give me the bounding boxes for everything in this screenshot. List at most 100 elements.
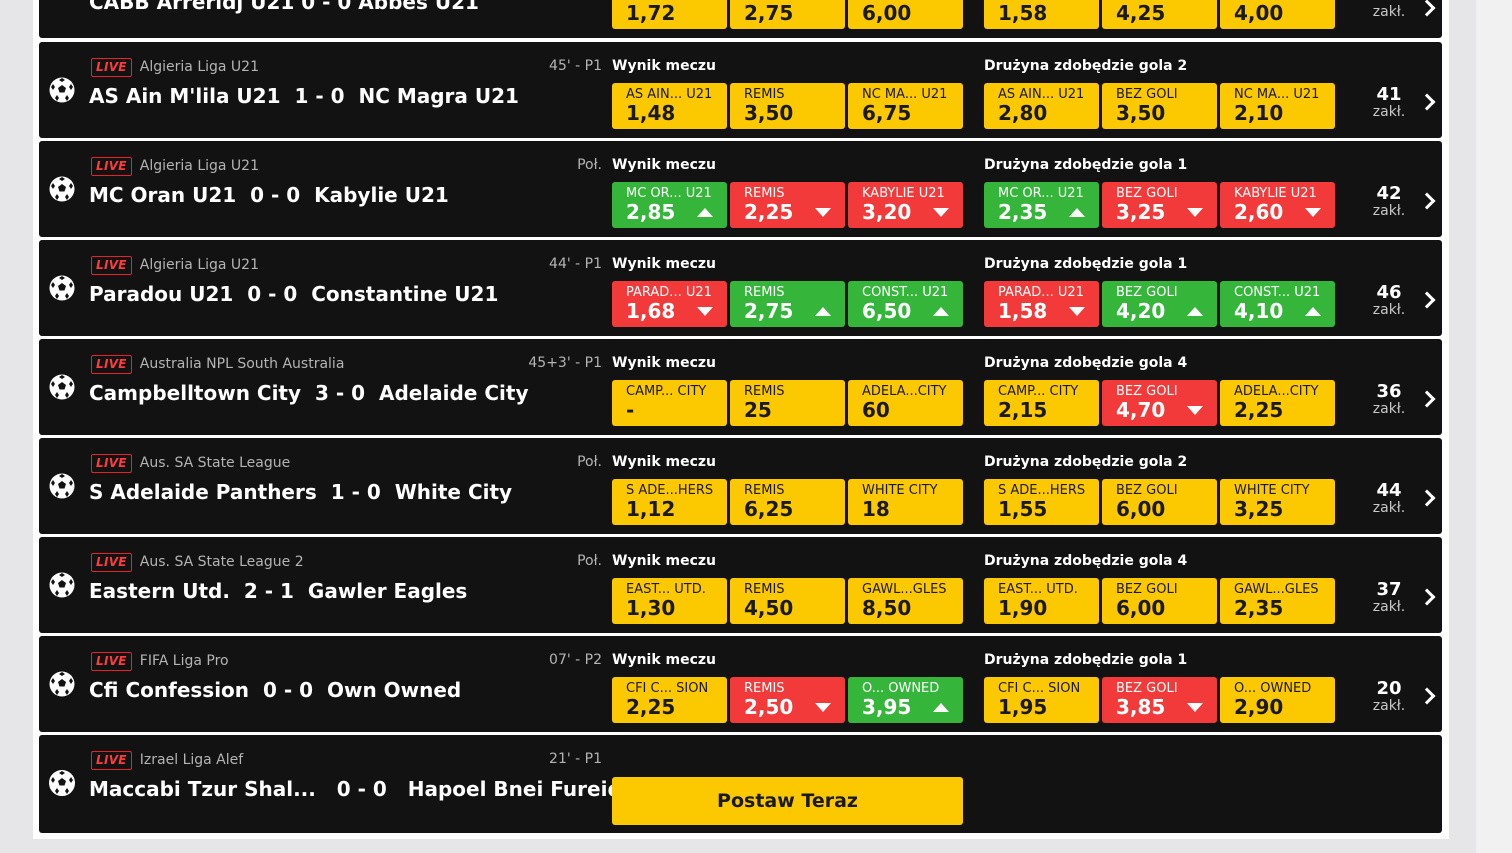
odd-button[interactable]: O... OWNED 2,90 <box>1220 677 1335 723</box>
match-row[interactable]: LIVE Australia NPL South Australia 45+3'… <box>39 339 1442 435</box>
odd-button[interactable]: REMIS 25 <box>730 380 845 426</box>
odd-button[interactable]: CONST... U21 6,50 <box>848 281 963 327</box>
chevron-right-icon[interactable] <box>1418 0 1436 17</box>
odd-button[interactable]: BEZ GOLI 6,00 <box>1102 578 1217 624</box>
odd-button[interactable]: ADELA...CITY 60 <box>848 380 963 426</box>
odd-button[interactable]: BEZ GOLI 3,85 <box>1102 677 1217 723</box>
odd-button[interactable]: S ADE...HERS 1,12 <box>612 479 727 525</box>
match-row[interactable]: LIVE Izrael Liga Alef 21' - P1 Maccabi T… <box>39 735 1442 833</box>
soccer-ball-icon <box>49 671 75 697</box>
odd-button[interactable]: 1,72 <box>612 0 727 29</box>
odd-button[interactable]: EAST... UTD. 1,30 <box>612 578 727 624</box>
match-row[interactable]: LIVE Aus. SA State League 2 Poł. Eastern… <box>39 537 1442 633</box>
bet-now-button[interactable]: Postaw Teraz <box>612 777 963 825</box>
odd-button[interactable]: AS AIN... U21 1,48 <box>612 83 727 129</box>
match-title[interactable]: Cfi Confession 0 - 0 Own Owned <box>89 678 461 702</box>
chevron-right-icon[interactable] <box>1418 588 1436 606</box>
league-name[interactable]: Aus. SA State League <box>139 455 291 471</box>
odd-button[interactable]: BEZ GOLI 4,20 <box>1102 281 1217 327</box>
market-label-next-goal: Drużyna zdobędzie gola 4 <box>984 553 1188 569</box>
odd-value: 1,48 <box>626 101 676 125</box>
odd-button[interactable]: CAMP... CITY - <box>612 380 727 426</box>
match-title[interactable]: Campbelltown City 3 - 0 Adelaide City <box>89 381 529 405</box>
odd-button[interactable]: EAST... UTD. 1,90 <box>984 578 1099 624</box>
odd-button[interactable]: REMIS 6,25 <box>730 479 845 525</box>
odd-label: O... OWNED <box>862 681 940 696</box>
match-row[interactable]: LIVE Algieria Liga U21 45' - P1 AS Ain M… <box>39 42 1442 138</box>
odd-button[interactable]: 2,75 <box>730 0 845 29</box>
league-name[interactable]: Algieria Liga U21 <box>139 59 259 75</box>
score: 0 - 0 <box>250 183 301 207</box>
odd-button[interactable]: CAMP... CITY 2,15 <box>984 380 1099 426</box>
chevron-right-icon[interactable] <box>1418 291 1436 309</box>
odd-label: KABYLIE U21 <box>1234 186 1317 201</box>
odd-button[interactable]: MC OR... U21 2,35 <box>984 182 1099 228</box>
league-name[interactable]: Izrael Liga Alef <box>139 752 244 768</box>
league-name[interactable]: Aus. SA State League 2 <box>139 554 304 570</box>
odd-button[interactable]: KABYLIE U21 2,60 <box>1220 182 1335 228</box>
odd-button[interactable]: BEZ GOLI 6,00 <box>1102 479 1217 525</box>
odd-value: 2,90 <box>1234 695 1284 719</box>
chevron-right-icon[interactable] <box>1418 192 1436 210</box>
odd-button[interactable]: WHITE CITY 3,25 <box>1220 479 1335 525</box>
odd-button[interactable]: MC OR... U21 2,85 <box>612 182 727 228</box>
odd-button[interactable]: BEZ GOLI 3,25 <box>1102 182 1217 228</box>
odd-button[interactable]: AS AIN... U21 2,80 <box>984 83 1099 129</box>
chevron-right-icon[interactable] <box>1418 93 1436 111</box>
odd-value: 3,20 <box>862 200 912 224</box>
odd-button[interactable]: WHITE CITY 18 <box>848 479 963 525</box>
odd-button[interactable]: KABYLIE U21 3,20 <box>848 182 963 228</box>
odds-down-arrow-icon <box>697 307 713 316</box>
odd-button[interactable]: NC MA... U21 6,75 <box>848 83 963 129</box>
odd-button[interactable]: 1,58 <box>984 0 1099 29</box>
odd-button[interactable]: CFI C... SION 1,95 <box>984 677 1099 723</box>
odd-button[interactable]: GAWL...GLES 2,35 <box>1220 578 1335 624</box>
odd-button[interactable]: REMIS 2,25 <box>730 182 845 228</box>
odd-button[interactable]: 4,25 <box>1102 0 1217 29</box>
match-row[interactable]: LIVE Algieria Liga U21 Poł. MC Oran U21 … <box>39 141 1442 237</box>
league-name[interactable]: Algieria Liga U21 <box>139 257 259 273</box>
odd-value: 1,90 <box>998 596 1048 620</box>
odd-button[interactable]: REMIS 3,50 <box>730 83 845 129</box>
match-title[interactable]: Eastern Utd. 2 - 1 Gawler Eagles <box>89 579 467 603</box>
league-name[interactable]: Australia NPL South Australia <box>139 356 345 372</box>
odds-down-arrow-icon <box>815 208 831 217</box>
odd-button[interactable]: NC MA... U21 2,10 <box>1220 83 1335 129</box>
odd-button[interactable]: REMIS 4,50 <box>730 578 845 624</box>
match-row-top-partial[interactable]: CABB Arreridj U21 0 - 0 Abbes U21 1,72 2… <box>39 0 1442 38</box>
match-title[interactable]: S Adelaide Panthers 1 - 0 White City <box>89 480 512 504</box>
match-row[interactable]: LIVE FIFA Liga Pro 07' - P2 Cfi Confessi… <box>39 636 1442 732</box>
odd-button[interactable]: REMIS 2,75 <box>730 281 845 327</box>
page-scrollbar[interactable] <box>1476 0 1512 853</box>
odd-value: 2,15 <box>998 398 1048 422</box>
chevron-right-icon[interactable] <box>1418 489 1436 507</box>
match-title[interactable]: AS Ain M'lila U21 1 - 0 NC Magra U21 <box>89 84 519 108</box>
match-row[interactable]: LIVE Algieria Liga U21 44' - P1 Paradou … <box>39 240 1442 336</box>
odd-label: REMIS <box>744 384 785 399</box>
odd-button[interactable]: ADELA...CITY 2,25 <box>1220 380 1335 426</box>
odd-value: 4,10 <box>1234 299 1284 323</box>
odd-button[interactable]: O... OWNED 3,95 <box>848 677 963 723</box>
odd-button[interactable]: S ADE...HERS 1,55 <box>984 479 1099 525</box>
odd-value: 2,10 <box>1234 101 1284 125</box>
odd-button[interactable]: CFI C... SION 2,25 <box>612 677 727 723</box>
chevron-right-icon[interactable] <box>1418 687 1436 705</box>
match-row[interactable]: LIVE Aus. SA State League Poł. S Adelaid… <box>39 438 1442 534</box>
chevron-right-icon[interactable] <box>1418 390 1436 408</box>
odd-label: NC MA... U21 <box>862 87 948 102</box>
odd-button[interactable]: GAWL...GLES 8,50 <box>848 578 963 624</box>
match-title[interactable]: Paradou U21 0 - 0 Constantine U21 <box>89 282 498 306</box>
odd-button[interactable]: PARAD... U21 1,58 <box>984 281 1099 327</box>
odd-button[interactable]: BEZ GOLI 4,70 <box>1102 380 1217 426</box>
match-title[interactable]: Maccabi Tzur Shal... 0 - 0 Hapoel Bnei F… <box>89 777 663 801</box>
league-name[interactable]: FIFA Liga Pro <box>139 653 229 669</box>
odd-button[interactable]: 6,00 <box>848 0 963 29</box>
match-title[interactable]: MC Oran U21 0 - 0 Kabylie U21 <box>89 183 449 207</box>
league-name[interactable]: Algieria Liga U21 <box>139 158 259 174</box>
odd-button[interactable]: REMIS 2,50 <box>730 677 845 723</box>
odd-value: 3,25 <box>1116 200 1166 224</box>
odd-button[interactable]: 4,00 <box>1220 0 1335 29</box>
odd-button[interactable]: BEZ GOLI 3,50 <box>1102 83 1217 129</box>
odd-button[interactable]: CONST... U21 4,10 <box>1220 281 1335 327</box>
odd-button[interactable]: PARAD... U21 1,68 <box>612 281 727 327</box>
